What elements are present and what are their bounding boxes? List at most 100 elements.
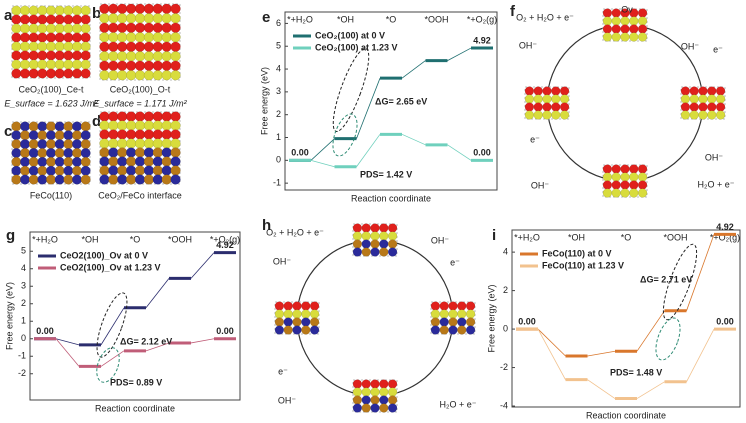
atom (37, 5, 48, 16)
atom (11, 59, 22, 70)
atom (161, 138, 172, 149)
atom (126, 70, 137, 81)
atom (170, 165, 181, 176)
atom (292, 301, 302, 311)
atom (134, 51, 146, 62)
legend-label: CeO₂(100) at 0 V (315, 30, 385, 40)
atom (301, 309, 311, 319)
atom (20, 50, 30, 61)
panel-letter: f (510, 3, 516, 20)
atom (108, 111, 119, 122)
atom (161, 70, 172, 81)
atom (54, 41, 65, 52)
surface-energy: E_surface = 1.623 J/m² (4, 98, 98, 108)
atom (698, 110, 708, 120)
atom (170, 129, 181, 140)
atom (63, 5, 74, 16)
atom (457, 325, 467, 335)
atom (20, 14, 30, 25)
y-tick-label: 2 (503, 285, 508, 295)
atom (134, 3, 146, 14)
atom (629, 24, 639, 34)
atom (54, 68, 65, 79)
atom (63, 14, 74, 25)
atom (117, 60, 128, 71)
atom (63, 41, 74, 52)
atom (108, 174, 119, 185)
atom (80, 139, 91, 150)
atom (80, 68, 91, 79)
atom (28, 156, 39, 167)
atom (37, 121, 48, 132)
atom (117, 3, 128, 14)
atom (143, 165, 154, 176)
atom (292, 317, 302, 327)
atom (637, 164, 648, 174)
atom (379, 387, 389, 397)
crystal (352, 223, 398, 257)
atom (152, 13, 163, 24)
atom (370, 395, 380, 405)
atom (430, 317, 441, 327)
atom (152, 120, 163, 131)
y-tick-label: 1 (21, 316, 26, 326)
crystal (99, 111, 181, 185)
value-label: 0.00 (216, 326, 234, 336)
atom (361, 239, 371, 249)
highlight (655, 317, 681, 361)
atom (448, 309, 458, 319)
atom (37, 139, 48, 150)
atom (602, 24, 613, 34)
value-label: 0.00 (291, 148, 309, 158)
atom (11, 148, 22, 158)
structure-label: CeO₂(100)_Ce-t (18, 84, 84, 94)
atom (143, 111, 154, 122)
atom (170, 60, 181, 71)
connector (190, 252, 215, 279)
atom (466, 309, 476, 319)
atom (11, 121, 22, 132)
structure-label: CeO₂(100)_O-t (110, 84, 171, 94)
atom (283, 309, 293, 319)
atom (620, 188, 630, 198)
atom (11, 32, 22, 43)
crystal (430, 301, 476, 335)
atom (143, 22, 154, 33)
category-label: *OH (81, 234, 98, 244)
atom (20, 32, 30, 43)
atom (108, 51, 119, 62)
atom (28, 148, 39, 158)
atom (11, 165, 22, 176)
atom (63, 50, 74, 61)
atom (126, 165, 137, 176)
atom (72, 148, 82, 158)
atom (99, 51, 110, 62)
atom (388, 379, 398, 389)
atom (134, 156, 146, 167)
value-label: 0.00 (716, 316, 734, 326)
y-tick-label: 4 (276, 63, 281, 73)
atom (379, 403, 389, 413)
atom (126, 129, 137, 140)
atom (134, 111, 146, 122)
atom (99, 32, 110, 43)
atom (63, 148, 74, 158)
atom (46, 59, 56, 70)
category-label: *OOH (424, 14, 448, 24)
atom (143, 32, 154, 43)
atom (46, 32, 56, 43)
atom (54, 121, 65, 132)
atom (72, 59, 82, 70)
atom (707, 94, 717, 104)
atom (117, 22, 128, 33)
atom (152, 32, 163, 43)
atom (629, 164, 639, 174)
atom (143, 147, 154, 158)
atom (457, 309, 467, 319)
atom (80, 32, 91, 43)
atom (448, 301, 458, 311)
connector (55, 338, 80, 367)
y-tick-label: 1 (276, 132, 281, 142)
atom (63, 121, 74, 132)
atom (689, 94, 699, 104)
